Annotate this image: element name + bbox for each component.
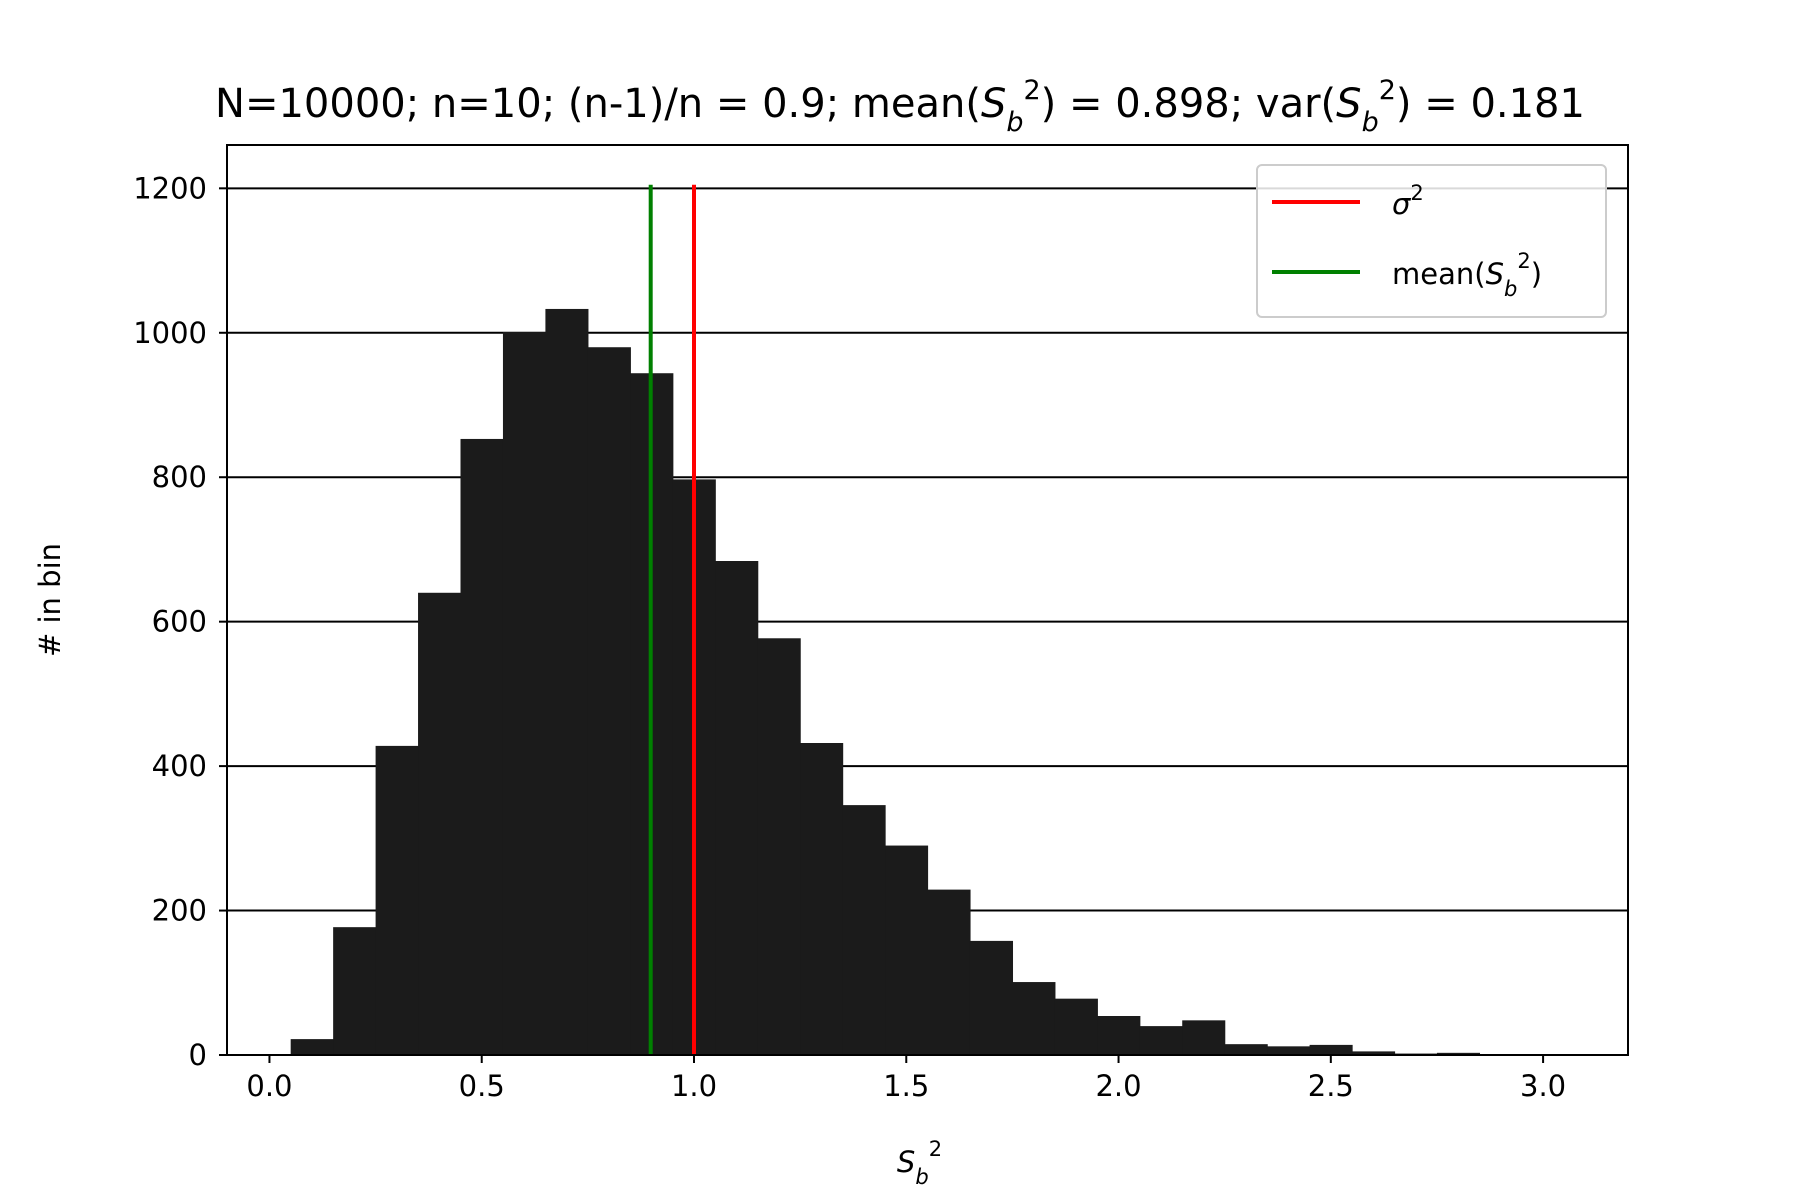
title-symbol-mean: S (981, 81, 1006, 127)
legend-box (1256, 164, 1607, 318)
histogram-bar (715, 561, 759, 1055)
title-symbol-mean-sub: b (1006, 107, 1023, 138)
legend-mean-sub: b (1504, 277, 1517, 301)
histogram-bar (757, 638, 801, 1055)
histogram-bar (1054, 998, 1098, 1055)
title-prefix: N=10000; n=10; (n-1)/n = 0.9; mean( (215, 81, 981, 127)
legend-label-mean: mean(Sb2) (1392, 249, 1542, 301)
y-tick-label: 0 (189, 1038, 207, 1072)
histogram-bar (1267, 1046, 1311, 1055)
legend-mean-base: S (1486, 257, 1504, 291)
x-tick-label: 3.0 (1520, 1069, 1566, 1103)
histogram-bar (333, 927, 377, 1055)
legend-mean-sup: 2 (1517, 249, 1530, 273)
legend-sigma-sup: 2 (1410, 181, 1423, 205)
histogram-bar (842, 805, 886, 1055)
x-tick-label: 1.5 (883, 1069, 929, 1103)
histogram-bar (969, 940, 1014, 1055)
xlabel-base: S (897, 1145, 915, 1179)
y-tick-label: 1000 (133, 316, 207, 350)
histogram-bar (1436, 1052, 1481, 1055)
histogram-bar (800, 743, 844, 1055)
y-axis-label: # in bin (33, 543, 67, 657)
histogram-bar (1012, 982, 1056, 1055)
legend: σ2 mean(Sb2) (1256, 164, 1607, 318)
x-tick-label: 1.0 (671, 1069, 717, 1103)
legend-label-sigma: σ2 (1392, 181, 1424, 221)
title-mean-value: ) = 0.898; var( (1041, 81, 1337, 127)
y-axis-ticks: 0 200 400 600 800 1000 1200 (133, 171, 227, 1072)
histogram-bar (1097, 1016, 1141, 1055)
legend-sigma-symbol: σ (1392, 187, 1412, 221)
x-tick-label: 0.0 (246, 1069, 292, 1103)
legend-mean-suffix: ) (1531, 257, 1542, 291)
histogram-bar (1182, 1020, 1226, 1055)
reference-lines (648, 184, 696, 1055)
title-symbol-mean-sup: 2 (1023, 75, 1040, 106)
title-symbol-var: S (1336, 81, 1361, 127)
legend-mean-prefix: mean( (1392, 257, 1486, 291)
histogram-bar (418, 592, 462, 1055)
x-tick-label: 0.5 (459, 1069, 505, 1103)
title-var-value: ) = 0.181 (1396, 81, 1585, 127)
histogram-bar (290, 1039, 334, 1055)
y-tick-label: 200 (152, 894, 207, 928)
histogram-bar (587, 347, 631, 1055)
x-tick-label: 2.0 (1095, 1069, 1141, 1103)
plot-frame (226, 144, 1629, 1056)
y-tick-label: 1200 (133, 171, 207, 205)
x-axis-label: Sb2 (897, 1137, 942, 1189)
chart-title: N=10000; n=10; (n-1)/n = 0.9; mean(Sb2) … (215, 75, 1585, 138)
y-tick-label: 400 (152, 749, 207, 783)
xlabel-sup: 2 (929, 1137, 942, 1161)
histogram-bar (545, 308, 589, 1055)
xlabel-sub: b (915, 1165, 928, 1189)
histogram-bar (375, 745, 419, 1055)
histogram-bar (1309, 1044, 1353, 1055)
y-tick-label: 600 (152, 605, 207, 639)
y-tick-label: 800 (152, 460, 207, 494)
histogram-bar (927, 889, 971, 1055)
histogram-bar (885, 845, 929, 1055)
x-tick-label: 2.5 (1308, 1069, 1354, 1103)
histogram-bar (1352, 1051, 1396, 1055)
histogram-bar (1224, 1044, 1268, 1055)
histogram-bar (460, 438, 504, 1055)
histogram-bar (1139, 1026, 1183, 1055)
title-symbol-var-sub: b (1362, 107, 1379, 138)
x-axis-ticks: 0.0 0.5 1.0 1.5 2.0 2.5 3.0 (246, 1055, 1566, 1103)
histogram-bars (290, 308, 1523, 1055)
histogram-bar (502, 332, 547, 1055)
title-symbol-var-sup: 2 (1379, 75, 1396, 106)
